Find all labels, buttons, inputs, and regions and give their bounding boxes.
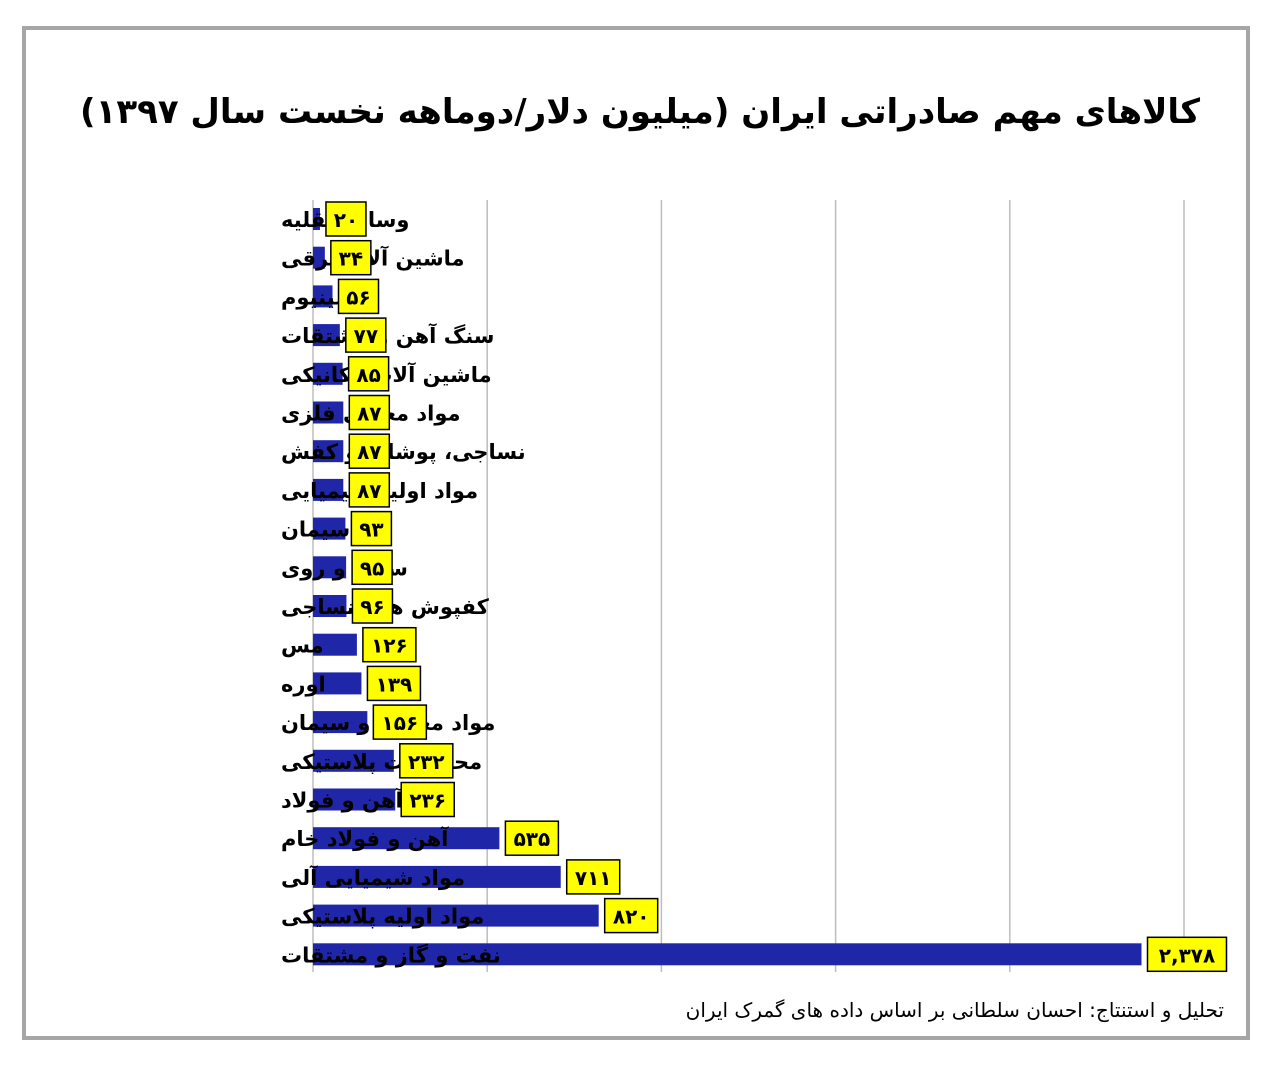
bar <box>313 904 599 927</box>
data-label-box <box>565 859 621 895</box>
data-label-box <box>325 201 367 237</box>
data-label: ۹۶ <box>360 595 384 619</box>
data-label: ۹۵ <box>360 556 384 580</box>
category-label: مواد اولیه پلاستیکی <box>281 905 484 929</box>
bar <box>313 595 347 617</box>
data-label: ۲۳۲ <box>408 750 445 774</box>
data-label: ۳۴ <box>339 247 363 271</box>
data-label-box <box>400 781 455 818</box>
data-label-box <box>351 588 394 624</box>
category-label: مواد شیمیایی آلی <box>281 865 465 890</box>
bar <box>313 943 1142 966</box>
bar <box>313 362 343 385</box>
data-label: ۲۰ <box>334 208 358 232</box>
category-label: آهن و فولاد خام <box>281 826 449 851</box>
data-label: ۸۷ <box>357 440 381 464</box>
category-label: نساجی، پوشاک و کفش <box>281 440 526 464</box>
category-label: مس <box>281 634 324 658</box>
data-label-box <box>337 278 380 315</box>
bar <box>313 556 347 579</box>
bar <box>313 208 320 230</box>
data-label: ۱۲۶ <box>371 634 408 658</box>
bar <box>313 517 346 540</box>
bar <box>313 633 357 656</box>
data-label: ۸۵ <box>356 363 380 387</box>
data-label-box <box>345 317 387 353</box>
data-label: ۵۳۵ <box>514 827 551 851</box>
data-label-box <box>348 472 391 508</box>
data-label-box <box>504 820 560 856</box>
data-label-box <box>366 665 422 702</box>
data-label: ۷۷ <box>354 324 378 348</box>
data-label-box <box>351 549 393 586</box>
data-label-box <box>603 897 659 934</box>
category-label: ماشین آلات برقی <box>281 246 465 271</box>
data-label-box <box>348 394 391 431</box>
data-label-box <box>362 626 417 663</box>
data-label-box <box>348 433 391 469</box>
data-label: ۹۳ <box>359 518 383 542</box>
data-label-box <box>347 356 390 392</box>
chart-footnote: تحلیل و استنتاج: احسان سلطانی بر اساس دا… <box>685 998 1224 1022</box>
data-label-box <box>399 743 454 779</box>
bar <box>313 788 396 811</box>
data-label-box <box>350 510 393 547</box>
bar <box>313 401 344 424</box>
data-label: ۸۲۰ <box>613 905 650 929</box>
category-label: سنگ آهن و مشتقات <box>281 323 494 348</box>
data-label: ۸۷ <box>357 479 381 503</box>
data-label: ۲۳۶ <box>409 789 446 813</box>
bar <box>313 711 368 734</box>
bar <box>313 440 344 463</box>
data-label: ۵۶ <box>346 285 370 309</box>
bar <box>313 827 500 850</box>
bar <box>313 246 325 269</box>
data-label: ۸۷ <box>357 402 381 426</box>
bar <box>313 285 333 308</box>
bar <box>313 672 362 695</box>
category-label: سیمان <box>281 518 350 542</box>
chart-title: کالاهای مهم صادراتی ایران (میلیون دلار/د… <box>80 92 1200 132</box>
bar <box>313 324 340 347</box>
data-label-box <box>1146 936 1228 973</box>
data-label: ۷۱۱ <box>575 866 612 890</box>
bar <box>313 749 394 772</box>
bar <box>313 865 561 888</box>
bar <box>313 478 344 501</box>
chart-frame <box>22 26 1250 1040</box>
data-label: ۲,۳۷۸ <box>1159 943 1215 967</box>
category-label: نفت و گاز و مشتقات <box>281 942 501 967</box>
data-label-box <box>372 704 428 740</box>
category-label: اوره <box>281 672 326 696</box>
category-label: آهن و فولاد <box>281 788 403 813</box>
data-label: ۱۳۹ <box>376 672 413 696</box>
data-label: ۱۵۶ <box>382 711 419 735</box>
data-label-box <box>330 239 372 276</box>
